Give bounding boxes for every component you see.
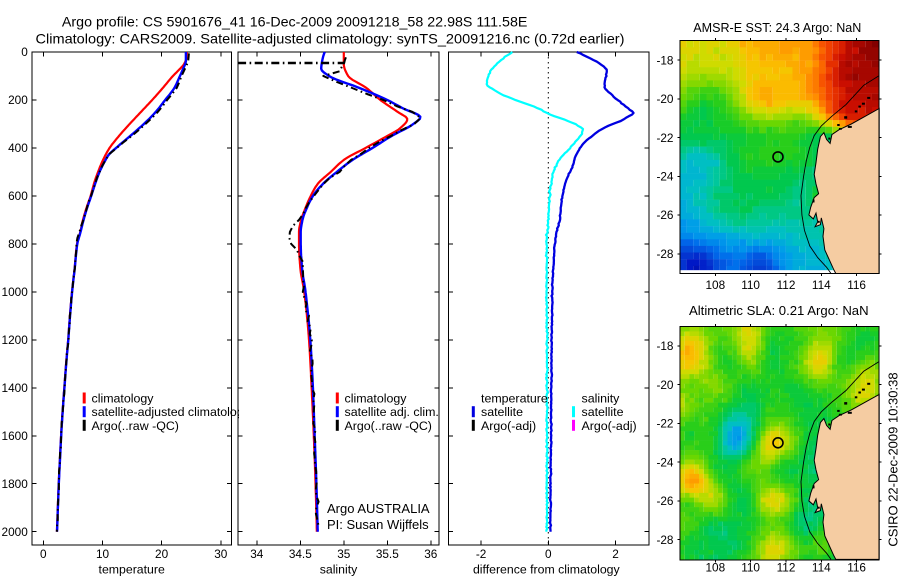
svg-text:climatology: climatology <box>92 392 155 406</box>
svg-text:satellite: satellite <box>582 405 624 419</box>
svg-text:2: 2 <box>612 547 619 561</box>
svg-text:-28: -28 <box>656 533 673 547</box>
svg-text:-24: -24 <box>656 170 673 184</box>
svg-text:salinity: salinity <box>320 563 358 577</box>
svg-text:114: 114 <box>812 561 831 575</box>
svg-text:2000: 2000 <box>2 525 29 539</box>
svg-text:Argo AUSTRALIA: Argo AUSTRALIA <box>327 501 430 516</box>
svg-text:36: 36 <box>424 547 438 561</box>
svg-text:200: 200 <box>8 93 28 107</box>
svg-text:108: 108 <box>705 561 725 575</box>
svg-text:-2: -2 <box>476 547 487 561</box>
svg-text:116: 116 <box>847 561 866 575</box>
svg-text:1400: 1400 <box>2 381 29 395</box>
svg-text:-20: -20 <box>656 378 673 392</box>
svg-text:800: 800 <box>8 237 28 251</box>
svg-text:1200: 1200 <box>2 333 29 347</box>
svg-text:-26: -26 <box>656 494 673 508</box>
svg-text:-26: -26 <box>656 208 673 222</box>
svg-text:Altimetric SLA: 0.21 Argo: NaN: Altimetric SLA: 0.21 Argo: NaN <box>689 303 869 318</box>
svg-text:1000: 1000 <box>2 285 29 299</box>
svg-text:400: 400 <box>8 141 28 155</box>
svg-text:34: 34 <box>250 547 264 561</box>
svg-text:salinity: salinity <box>582 392 621 406</box>
svg-text:Argo profile: CS 5901676_41 16: Argo profile: CS 5901676_41 16-Dec-2009 … <box>62 13 528 29</box>
svg-text:112: 112 <box>777 561 796 575</box>
svg-text:1800: 1800 <box>2 477 29 491</box>
svg-text:0: 0 <box>21 45 28 59</box>
svg-text:Argo(..raw -QC): Argo(..raw -QC) <box>92 419 179 433</box>
svg-text:difference from climatology: difference from climatology <box>473 563 621 577</box>
svg-text:satellite adj. clim.: satellite adj. clim. <box>345 405 439 419</box>
svg-text:PI: Susan Wijffels: PI: Susan Wijffels <box>327 517 429 532</box>
svg-text:-22: -22 <box>656 131 673 145</box>
svg-text:Argo(..raw -QC): Argo(..raw -QC) <box>345 419 432 433</box>
svg-text:-22: -22 <box>656 417 673 431</box>
svg-text:0: 0 <box>40 547 47 561</box>
svg-text:CSIRO 22-Dec-2009 10:30:38: CSIRO 22-Dec-2009 10:30:38 <box>886 372 900 546</box>
svg-text:-28: -28 <box>656 247 673 261</box>
svg-text:116: 116 <box>847 278 866 292</box>
svg-text:-24: -24 <box>656 455 673 469</box>
svg-text:34.5: 34.5 <box>289 547 312 561</box>
svg-text:35.5: 35.5 <box>376 547 399 561</box>
svg-text:114: 114 <box>812 278 831 292</box>
svg-text:satellite: satellite <box>481 405 523 419</box>
svg-text:0: 0 <box>545 547 552 561</box>
svg-text:AMSR-E SST: 24.3 Argo: NaN: AMSR-E SST: 24.3 Argo: NaN <box>693 20 861 35</box>
svg-text:112: 112 <box>777 278 796 292</box>
svg-text:Argo(-adj): Argo(-adj) <box>582 419 637 433</box>
svg-text:110: 110 <box>741 278 760 292</box>
svg-text:600: 600 <box>8 189 28 203</box>
svg-text:Argo(-adj): Argo(-adj) <box>481 419 536 433</box>
svg-text:-18: -18 <box>656 53 673 67</box>
svg-text:20: 20 <box>155 547 169 561</box>
svg-text:1600: 1600 <box>2 429 29 443</box>
svg-text:108: 108 <box>705 278 725 292</box>
svg-text:35: 35 <box>337 547 351 561</box>
svg-text:10: 10 <box>96 547 110 561</box>
svg-text:Climatology: CARS2009. Satelli: Climatology: CARS2009. Satellite-adjuste… <box>36 31 625 47</box>
svg-text:110: 110 <box>741 561 760 575</box>
svg-text:-20: -20 <box>656 92 673 106</box>
svg-text:temperature: temperature <box>99 563 165 577</box>
svg-text:30: 30 <box>214 547 228 561</box>
svg-text:climatology: climatology <box>345 392 408 406</box>
svg-text:temperature: temperature <box>481 392 548 406</box>
svg-text:-18: -18 <box>656 339 673 353</box>
svg-text:satellite-adjusted climatology: satellite-adjusted climatology <box>92 405 251 419</box>
